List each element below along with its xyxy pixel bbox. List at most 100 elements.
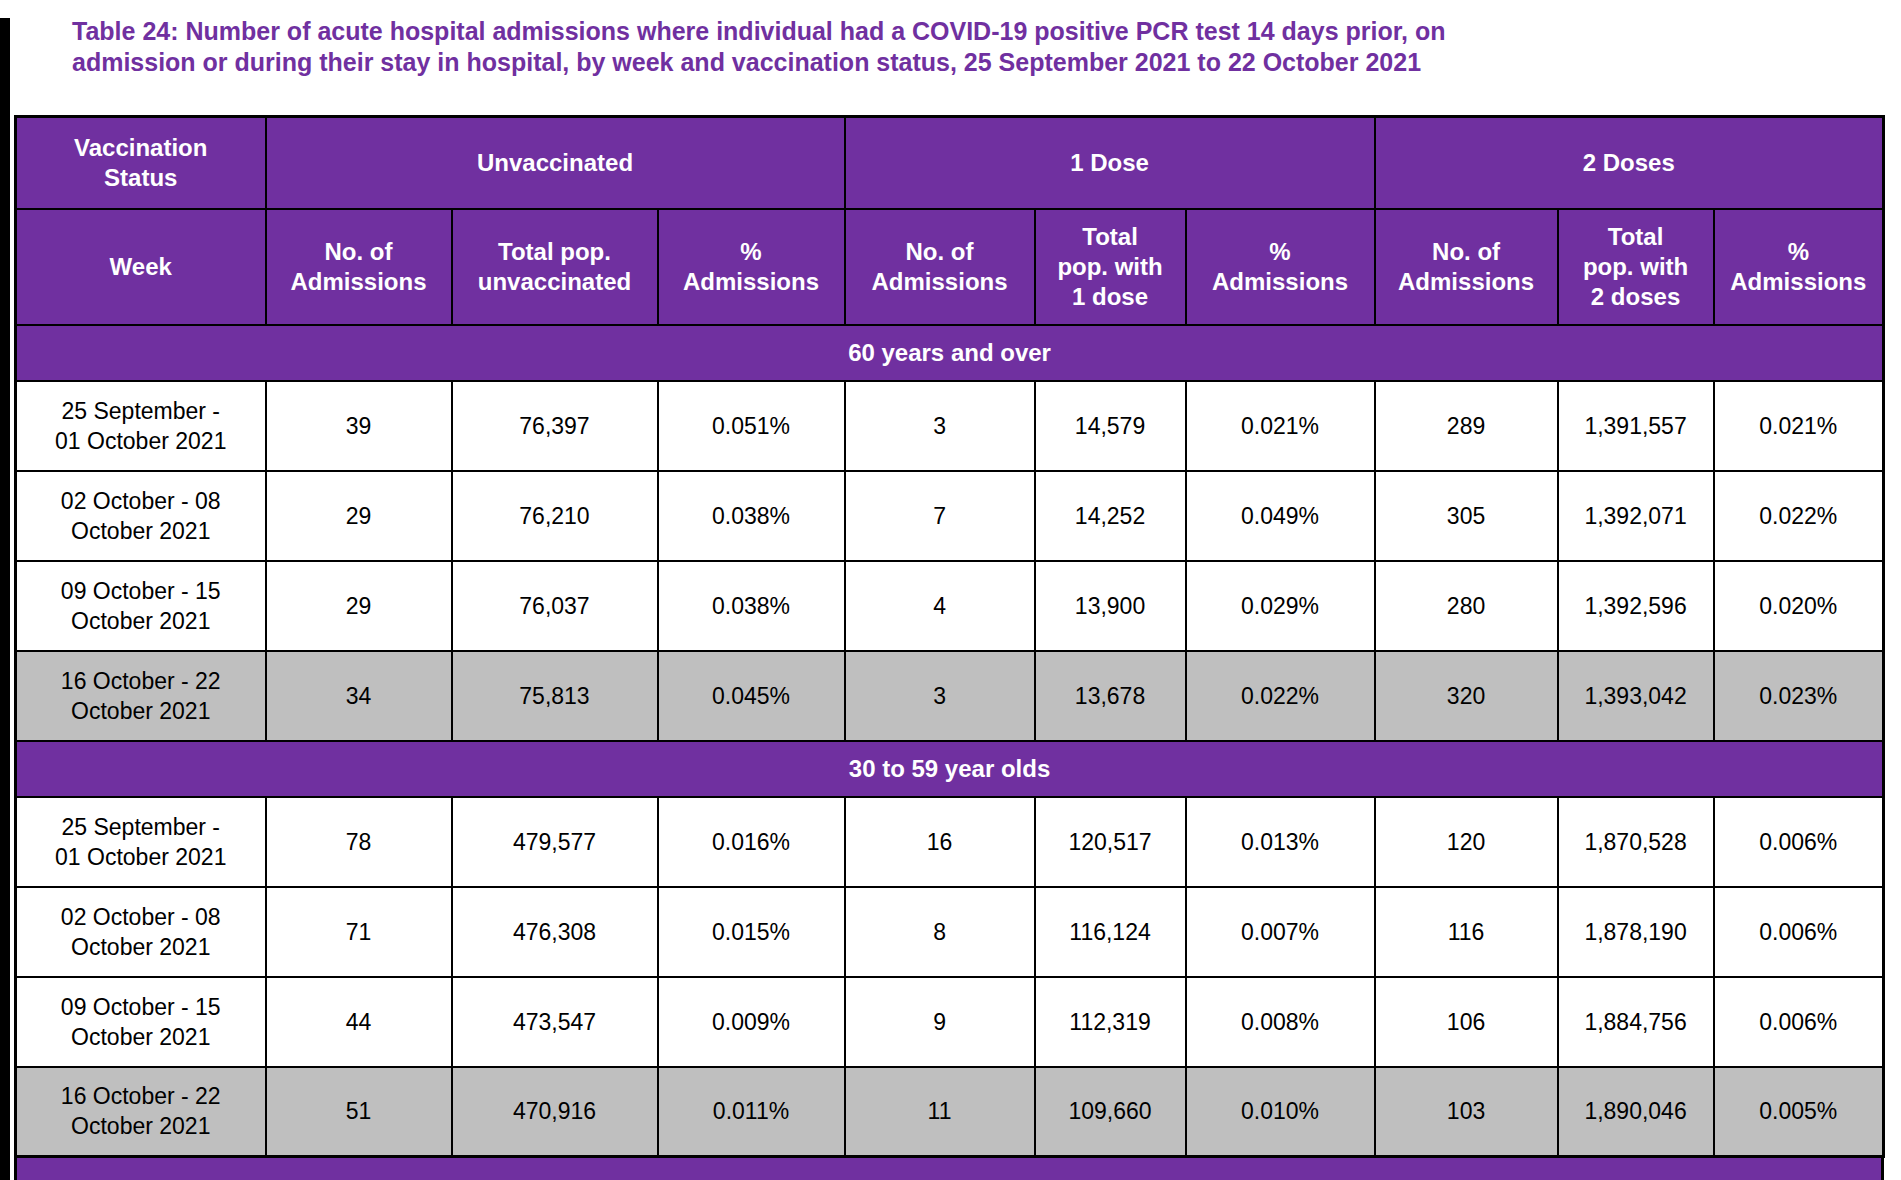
data-cell: 1,392,596 <box>1558 561 1714 651</box>
data-cell: 0.016% <box>658 797 845 887</box>
week-header: Week <box>16 209 266 325</box>
section-label: 60 years and over <box>16 325 1884 381</box>
data-cell: 116 <box>1375 887 1558 977</box>
data-cell: 0.008% <box>1186 977 1375 1067</box>
data-cell: 0.010% <box>1186 1067 1375 1157</box>
data-cell: 103 <box>1375 1067 1558 1157</box>
data-cell: 0.006% <box>1714 887 1884 977</box>
table-row: 25 September - 01 October 2021 78 479,57… <box>16 797 1884 887</box>
admissions-table: Vaccination Status Unvaccinated 1 Dose 2… <box>14 115 1885 1158</box>
data-cell: 0.006% <box>1714 977 1884 1067</box>
section-label: 30 to 59 year olds <box>16 741 1884 797</box>
data-cell: 3 <box>845 381 1035 471</box>
data-cell: 0.022% <box>1186 651 1375 741</box>
col-header-total-pop-2dose: Total pop. with 2 doses <box>1558 209 1714 325</box>
data-cell: 109,660 <box>1035 1067 1186 1157</box>
section-header-60-plus: 60 years and over <box>16 325 1884 381</box>
data-cell: 112,319 <box>1035 977 1186 1067</box>
group-header-2-doses: 2 Doses <box>1375 117 1884 209</box>
week-cell: 09 October - 15 October 2021 <box>16 977 266 1067</box>
data-cell: 11 <box>845 1067 1035 1157</box>
admissions-table-container: Vaccination Status Unvaccinated 1 Dose 2… <box>14 115 1887 1180</box>
data-cell: 479,577 <box>452 797 658 887</box>
week-cell: 02 October - 08 October 2021 <box>16 471 266 561</box>
data-cell: 106 <box>1375 977 1558 1067</box>
table-row: 25 September - 01 October 2021 39 76,397… <box>16 381 1884 471</box>
data-cell: 0.029% <box>1186 561 1375 651</box>
data-cell: 1,391,557 <box>1558 381 1714 471</box>
data-cell: 0.011% <box>658 1067 845 1157</box>
data-cell: 473,547 <box>452 977 658 1067</box>
week-cell: 09 October - 15 October 2021 <box>16 561 266 651</box>
data-cell: 1,890,046 <box>1558 1067 1714 1157</box>
data-cell: 7 <box>845 471 1035 561</box>
col-header-no-admissions-unvax: No. of Admissions <box>266 209 452 325</box>
data-cell: 116,124 <box>1035 887 1186 977</box>
week-cell: 16 October - 22 October 2021 <box>16 651 266 741</box>
data-cell: 0.005% <box>1714 1067 1884 1157</box>
data-cell: 3 <box>845 651 1035 741</box>
data-cell: 4 <box>845 561 1035 651</box>
data-cell: 289 <box>1375 381 1558 471</box>
data-cell: 120 <box>1375 797 1558 887</box>
data-cell: 1,878,190 <box>1558 887 1714 977</box>
col-header-pct-admissions-1dose: % Admissions <box>1186 209 1375 325</box>
table-row: 16 October - 22 October 2021 34 75,813 0… <box>16 651 1884 741</box>
page-edge-bar <box>0 18 10 1180</box>
data-cell: 8 <box>845 887 1035 977</box>
data-cell: 76,037 <box>452 561 658 651</box>
col-header-pct-admissions-2dose: % Admissions <box>1714 209 1884 325</box>
data-cell: 44 <box>266 977 452 1067</box>
data-cell: 0.023% <box>1714 651 1884 741</box>
section-header-30-59: 30 to 59 year olds <box>16 741 1884 797</box>
next-section-band-clipped <box>14 1158 1884 1180</box>
table-row: 02 October - 08 October 2021 71 476,308 … <box>16 887 1884 977</box>
data-cell: 13,900 <box>1035 561 1186 651</box>
group-header-unvaccinated: Unvaccinated <box>266 117 845 209</box>
col-header-total-pop-1dose: Total pop. with 1 dose <box>1035 209 1186 325</box>
data-cell: 0.009% <box>658 977 845 1067</box>
data-cell: 470,916 <box>452 1067 658 1157</box>
data-cell: 320 <box>1375 651 1558 741</box>
data-cell: 39 <box>266 381 452 471</box>
data-cell: 13,678 <box>1035 651 1186 741</box>
data-cell: 0.013% <box>1186 797 1375 887</box>
col-header-pct-admissions-unvax: % Admissions <box>658 209 845 325</box>
col-header-no-admissions-1dose: No. of Admissions <box>845 209 1035 325</box>
data-cell: 305 <box>1375 471 1558 561</box>
report-page: Table 24: Number of acute hospital admis… <box>0 0 1901 1180</box>
week-cell: 25 September - 01 October 2021 <box>16 381 266 471</box>
data-cell: 0.007% <box>1186 887 1375 977</box>
data-cell: 0.038% <box>658 471 845 561</box>
data-cell: 76,210 <box>452 471 658 561</box>
data-cell: 29 <box>266 471 452 561</box>
week-cell: 25 September - 01 October 2021 <box>16 797 266 887</box>
col-header-no-admissions-2dose: No. of Admissions <box>1375 209 1558 325</box>
data-cell: 71 <box>266 887 452 977</box>
data-cell: 75,813 <box>452 651 658 741</box>
data-cell: 0.015% <box>658 887 845 977</box>
vaccination-status-header: Vaccination Status <box>16 117 266 209</box>
data-cell: 0.022% <box>1714 471 1884 561</box>
data-cell: 0.049% <box>1186 471 1375 561</box>
data-cell: 76,397 <box>452 381 658 471</box>
data-cell: 78 <box>266 797 452 887</box>
col-header-total-pop-unvax: Total pop. unvaccinated <box>452 209 658 325</box>
data-cell: 16 <box>845 797 1035 887</box>
data-cell: 0.051% <box>658 381 845 471</box>
data-cell: 1,393,042 <box>1558 651 1714 741</box>
table-row: 09 October - 15 October 2021 29 76,037 0… <box>16 561 1884 651</box>
data-cell: 9 <box>845 977 1035 1067</box>
data-cell: 0.021% <box>1186 381 1375 471</box>
data-cell: 14,252 <box>1035 471 1186 561</box>
data-cell: 1,870,528 <box>1558 797 1714 887</box>
data-cell: 0.020% <box>1714 561 1884 651</box>
group-header-row: Vaccination Status Unvaccinated 1 Dose 2… <box>16 117 1884 209</box>
table-title: Table 24: Number of acute hospital admis… <box>72 16 1446 78</box>
table-row: 16 October - 22 October 2021 51 470,916 … <box>16 1067 1884 1157</box>
column-header-row: Week No. of Admissions Total pop. unvacc… <box>16 209 1884 325</box>
data-cell: 0.045% <box>658 651 845 741</box>
data-cell: 14,579 <box>1035 381 1186 471</box>
data-cell: 0.021% <box>1714 381 1884 471</box>
data-cell: 280 <box>1375 561 1558 651</box>
